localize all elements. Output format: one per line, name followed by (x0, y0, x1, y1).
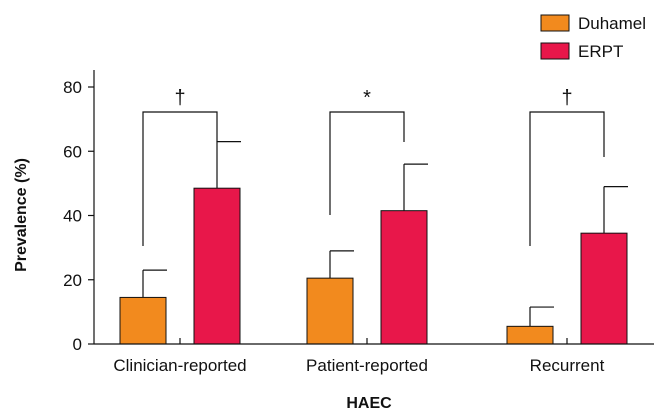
legend: Duhamel ERPT (540, 14, 646, 61)
significance-bracket (142, 111, 218, 246)
bar-erpt (193, 187, 241, 345)
y-tick-label: 60 (63, 142, 82, 161)
x-tick-label: Patient-reported (306, 356, 428, 375)
x-tick-label: Clinician-reported (113, 356, 246, 375)
significance-bracket (529, 111, 605, 246)
significance-bracket (329, 111, 405, 215)
legend-swatch-duhamel (540, 14, 570, 32)
y-tick-label: 0 (73, 335, 82, 354)
bar-duhamel (506, 325, 554, 345)
x-axis-title: HAEC (346, 395, 392, 412)
y-tick-label: 80 (63, 78, 82, 97)
y-axis: 0 20 40 60 80 (63, 70, 95, 354)
y-tick-label: 40 (63, 207, 82, 226)
bar-duhamel (306, 277, 354, 345)
legend-label: Duhamel (578, 14, 646, 33)
bar-erpt (580, 232, 628, 345)
significance-symbol: † (561, 87, 572, 109)
significance-brackets: † * † (142, 87, 605, 246)
significance-symbol: † (174, 87, 185, 109)
bar-duhamel (119, 296, 167, 345)
error-bars (142, 141, 628, 327)
significance-symbol: * (363, 87, 371, 109)
y-axis-title: Prevalence (%) (13, 158, 30, 272)
y-tick-label: 20 (63, 271, 82, 290)
x-axis: Clinician-reported Patient-reported Recurr… (94, 338, 654, 375)
legend-swatch-erpt (540, 42, 570, 60)
legend-label: ERPT (578, 42, 623, 61)
bars (119, 187, 628, 345)
x-tick-label: Recurrent (530, 356, 605, 375)
bar-erpt (380, 210, 428, 345)
